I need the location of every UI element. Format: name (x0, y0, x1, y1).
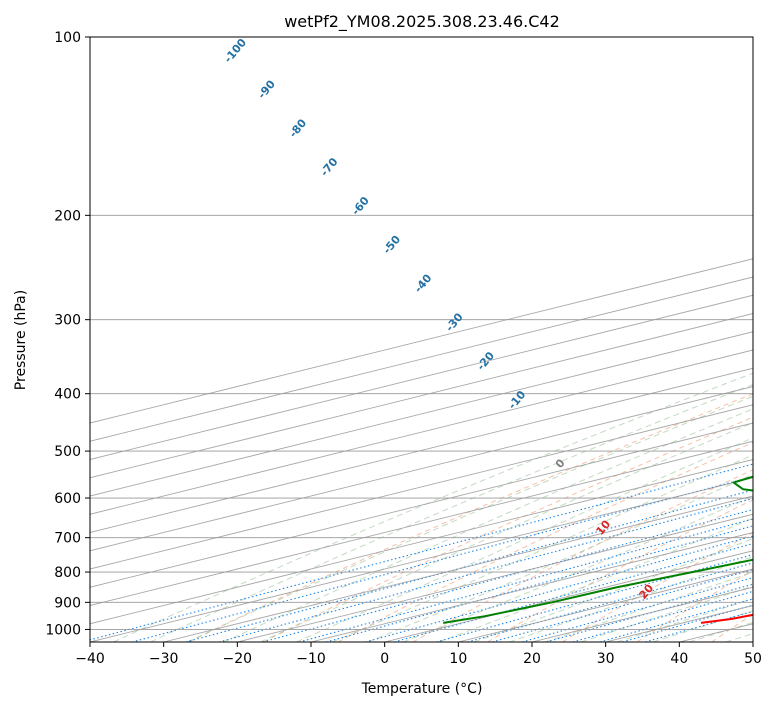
isotherm-line (90, 386, 753, 552)
isotherm-line (90, 477, 753, 642)
x-tick-label: −10 (296, 651, 326, 667)
x-tick-label: 40 (670, 651, 688, 667)
isotherm-line (90, 313, 753, 479)
mixing-ratio-line (218, 497, 753, 642)
x-tick-label: 0 (380, 651, 389, 667)
pressure-gridlines (90, 37, 753, 642)
isotherm-line (90, 422, 753, 588)
y-tick-label: 600 (54, 491, 81, 507)
isotherm-line (90, 258, 753, 424)
moist-adiabat (402, 495, 753, 642)
y-tick-label: 200 (54, 208, 81, 224)
moist-adiabat (296, 437, 753, 642)
axis-ticks: −40 −30 −20 −10 0 10 20 30 40 50 100 200 300 400 500 60… (45, 30, 762, 667)
mixing-ratio-line (90, 463, 753, 641)
y-tick-label: 900 (54, 595, 81, 611)
x-tick-label: −30 (149, 651, 179, 667)
y-tick-label: 1000 (45, 622, 81, 638)
moist-adiabat (367, 473, 753, 642)
x-tick-label: 20 (523, 651, 541, 667)
isotherm-line (163, 495, 753, 642)
plot-area-background (90, 37, 753, 642)
mixing-ratio-line (365, 535, 753, 642)
moist-adiabat (259, 422, 753, 642)
y-tick-label: 700 (54, 531, 81, 547)
chart-title: wetPf2_YM08.2025.308.23.46.C42 (284, 12, 560, 32)
axes-frame (89, 36, 754, 643)
isotherm-line (90, 404, 753, 570)
moist-adiabat (113, 372, 753, 642)
x-tick-label: 50 (744, 651, 762, 667)
mixing-ratio-line (436, 554, 753, 642)
x-tick-label: −40 (75, 651, 105, 667)
isotherm-line (752, 641, 753, 642)
dry-adiabat (562, 532, 753, 642)
x-tick-label: 30 (597, 651, 615, 667)
isotherm-line (90, 331, 753, 497)
y-tick-label: 500 (54, 444, 81, 460)
moist-adiabat (186, 395, 753, 642)
y-tick-label: 800 (54, 565, 81, 581)
y-tick-label: 400 (54, 387, 81, 403)
x-axis-title: Temperature (°C) (361, 681, 483, 697)
moist-adiabat (544, 571, 753, 642)
isotherm-line (90, 459, 753, 625)
mixing-ratio-line (325, 525, 753, 642)
isotherm-line (310, 532, 753, 642)
moist-adiabat (331, 454, 753, 642)
isotherm-line (90, 294, 753, 460)
moist-adiabat (223, 408, 753, 642)
y-axis-title: Pressure (hPa) (13, 290, 29, 390)
dry-adiabat (263, 416, 753, 642)
isotherm-line (90, 276, 753, 442)
isotherm-line (237, 513, 753, 642)
isotherm-line (90, 440, 753, 606)
y-tick-label: 300 (54, 313, 81, 329)
x-tick-label: −20 (223, 651, 253, 667)
y-tick-label: 100 (54, 30, 81, 46)
x-tick-label: 10 (449, 651, 467, 667)
moist-adiabat (473, 538, 753, 642)
dry-adiabat (188, 393, 753, 642)
